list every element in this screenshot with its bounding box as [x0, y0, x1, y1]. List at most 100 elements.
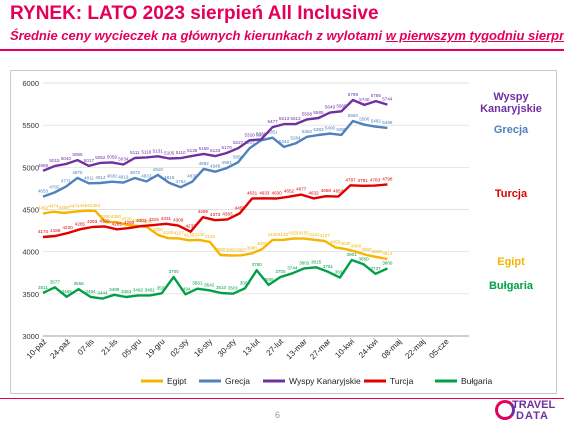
- series-direct-label: Egipt: [497, 256, 525, 268]
- data-label: 3913: [382, 251, 393, 256]
- data-label: 3542: [204, 282, 215, 287]
- series-line-0: [42, 209, 388, 261]
- data-label: 3960: [361, 247, 372, 252]
- x-tick-label: 30-sty: [216, 337, 238, 359]
- x-tick-label: 02-sty: [169, 337, 191, 359]
- data-label: 4157: [174, 230, 185, 235]
- data-label: 4816: [164, 175, 175, 180]
- y-tick-label: 6000: [22, 79, 39, 88]
- y-tick-label: 3500: [22, 290, 39, 299]
- data-label: 5136: [187, 148, 198, 153]
- data-label: 4484: [80, 203, 91, 208]
- data-label: 3482: [133, 287, 144, 292]
- data-label: 5015: [49, 158, 60, 163]
- data-label: 4959: [38, 163, 49, 168]
- x-tick-label: 24-paź: [48, 337, 72, 361]
- data-label: 4265: [75, 221, 86, 226]
- data-label: 4315: [149, 217, 160, 222]
- data-label: 4677: [296, 187, 307, 192]
- x-tick-label: 07-lis: [76, 337, 96, 357]
- data-label: 5665: [336, 103, 347, 108]
- data-label: 4783: [370, 178, 381, 183]
- data-label: 5227: [233, 140, 244, 145]
- data-label: 3955: [226, 247, 237, 252]
- data-label: 3464: [85, 289, 96, 294]
- series-direct-label: Wyspy: [493, 91, 529, 103]
- data-label: 5227: [244, 140, 255, 145]
- data-label: 4303: [136, 218, 147, 223]
- data-label: 4300: [99, 218, 110, 223]
- data-label: 3800: [382, 261, 393, 266]
- data-label: 4030: [340, 241, 351, 246]
- data-label: 4798: [382, 176, 393, 181]
- data-label: 3444: [97, 291, 108, 296]
- data-label: 4873: [130, 170, 141, 175]
- data-label: 5320: [256, 132, 267, 137]
- page-number: 6: [275, 410, 281, 420]
- data-label: 4050: [330, 239, 341, 244]
- data-label: 4140: [194, 232, 205, 237]
- x-tick-label: 13-mar: [284, 337, 309, 362]
- data-label: 3693: [335, 270, 346, 275]
- x-tick-label: 08-maj: [380, 337, 404, 361]
- data-label: 4459: [59, 205, 70, 210]
- x-tick-label: 05-gru: [120, 337, 143, 360]
- data-label: 4781: [358, 178, 369, 183]
- data-label: 3489: [109, 287, 120, 292]
- data-label: 3463: [121, 289, 132, 294]
- data-label: 3957: [236, 247, 247, 252]
- data-label: 3606: [263, 277, 274, 282]
- data-label: 3761: [323, 264, 334, 269]
- legend-label: Turcja: [390, 376, 414, 386]
- data-label: 5159: [199, 146, 210, 151]
- logo-text-data: DATA: [516, 410, 549, 422]
- data-label: 4280: [124, 220, 135, 225]
- data-label: 4702: [49, 184, 60, 189]
- data-label: 5400: [325, 126, 336, 131]
- data-label: 3577: [50, 279, 61, 284]
- data-label: 4830: [107, 174, 118, 179]
- data-label: 4155: [288, 231, 299, 236]
- data-label: 4265: [112, 221, 123, 226]
- data-label: 3935: [372, 249, 383, 254]
- x-tick-label: 21-lis: [100, 337, 120, 357]
- data-label: 4409: [198, 209, 209, 214]
- data-label: 4186: [50, 228, 61, 233]
- data-label: 5468: [382, 120, 393, 125]
- data-label: 4139: [267, 232, 278, 237]
- data-label: 3506: [157, 285, 168, 290]
- data-label: 5111: [130, 150, 140, 155]
- series-line-3: [42, 183, 388, 239]
- data-label: 4453: [38, 205, 49, 210]
- legend-label: Egipt: [167, 376, 187, 386]
- page-subtitle: Średnie ceny wycieczek na głównych kieru…: [10, 28, 564, 43]
- data-label: 5331: [256, 131, 267, 136]
- data-label: 4811: [84, 175, 94, 180]
- data-label: 4000: [351, 244, 362, 249]
- data-label: 4652: [284, 189, 295, 194]
- data-label: 5740: [359, 97, 370, 102]
- series-line-2: [42, 98, 388, 172]
- data-label: 4658: [321, 188, 332, 193]
- data-label: 5568: [302, 111, 313, 116]
- data-label: 4141: [309, 232, 320, 237]
- data-label: 4115: [205, 234, 215, 239]
- y-tick-label: 4500: [22, 206, 39, 215]
- data-label: 3815: [311, 259, 322, 264]
- x-tick-label: 27-lut: [265, 337, 286, 358]
- data-label: 4220: [62, 225, 73, 230]
- series-line-4: [42, 258, 388, 300]
- series-direct-label: Grecja: [494, 124, 529, 136]
- data-label: 5060: [233, 154, 244, 159]
- data-label: 5383: [313, 127, 324, 132]
- data-label: 3556: [74, 281, 85, 286]
- data-label: 5242: [279, 139, 290, 144]
- y-tick-label: 3000: [22, 332, 39, 341]
- header-divider: [0, 49, 564, 51]
- data-label: 4290: [142, 219, 153, 224]
- data-label: 4309: [173, 218, 184, 223]
- data-label: 3481: [145, 287, 156, 292]
- data-label: 4474: [48, 204, 59, 209]
- data-label: 5133: [210, 148, 221, 153]
